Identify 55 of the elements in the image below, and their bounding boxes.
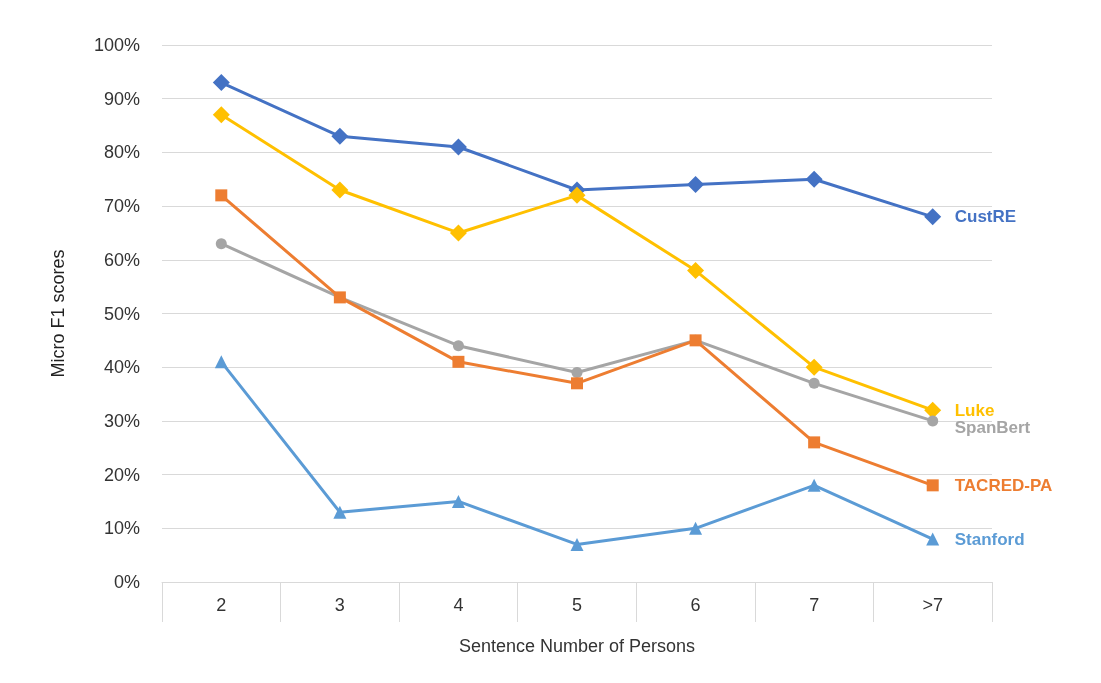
point bbox=[571, 377, 583, 390]
point bbox=[926, 479, 939, 492]
series-label: TACRED-PA bbox=[954, 475, 1053, 495]
x-tick-label: >7 bbox=[922, 595, 943, 615]
y-axis-title: Micro F1 scores bbox=[48, 249, 68, 378]
point bbox=[808, 377, 820, 389]
x-tick-label: 2 bbox=[216, 595, 227, 615]
series-label: Luke bbox=[954, 400, 995, 420]
point bbox=[214, 355, 228, 369]
point bbox=[805, 170, 823, 188]
point bbox=[924, 401, 942, 419]
point bbox=[451, 494, 465, 508]
y-tick-label: 0% bbox=[113, 572, 140, 592]
y-tick-label: 50% bbox=[103, 303, 140, 324]
y-tick-label: 10% bbox=[103, 518, 140, 539]
x-tick-label: 4 bbox=[453, 595, 464, 615]
x-axis-title: Sentence Number of Persons bbox=[458, 636, 696, 656]
y-tick-label: 100% bbox=[93, 35, 140, 55]
point bbox=[449, 224, 467, 242]
point bbox=[212, 106, 230, 124]
y-tick-label: 80% bbox=[103, 142, 140, 163]
series-label: CustRE bbox=[954, 207, 1017, 227]
point bbox=[568, 186, 586, 204]
x-tick-label: 5 bbox=[571, 595, 583, 615]
point bbox=[215, 189, 228, 202]
y-tick-label: 40% bbox=[103, 357, 140, 378]
point bbox=[805, 358, 823, 376]
point bbox=[331, 181, 349, 199]
y-tick-label: 70% bbox=[103, 196, 140, 217]
point bbox=[331, 127, 349, 145]
point bbox=[449, 138, 467, 156]
point bbox=[571, 367, 583, 379]
point bbox=[687, 262, 705, 280]
point bbox=[807, 478, 821, 492]
x-tick-label: 7 bbox=[809, 595, 820, 615]
point bbox=[927, 415, 939, 427]
point bbox=[570, 537, 584, 551]
point bbox=[924, 208, 942, 226]
point bbox=[687, 176, 705, 194]
y-tick-label: 60% bbox=[103, 249, 140, 270]
x-tick-label: 3 bbox=[334, 595, 345, 615]
point bbox=[808, 436, 821, 449]
y-tick-label: 90% bbox=[103, 88, 140, 109]
y-tick-label: 30% bbox=[103, 410, 140, 431]
series-label: SpanBert bbox=[954, 417, 1031, 437]
y-tick-label: 20% bbox=[103, 464, 140, 485]
point bbox=[452, 340, 464, 352]
point bbox=[215, 238, 227, 250]
point bbox=[689, 521, 703, 535]
point bbox=[333, 505, 347, 519]
x-tick-label: 6 bbox=[690, 595, 701, 615]
series-label: Stanford bbox=[954, 529, 1025, 549]
point bbox=[212, 74, 230, 92]
point bbox=[452, 355, 465, 368]
point bbox=[926, 532, 940, 546]
